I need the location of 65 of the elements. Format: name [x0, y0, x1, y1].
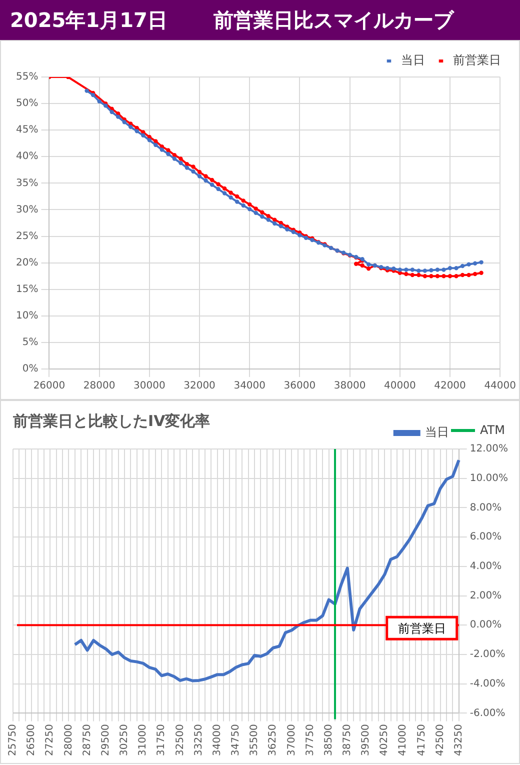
x-tick-label: 43250	[453, 724, 464, 756]
x-tick-label: 36250	[268, 724, 279, 756]
y-tick-label: 30%	[16, 204, 38, 216]
x-tick-label: 30000	[134, 380, 166, 392]
x-tick-label: 40000	[384, 380, 416, 392]
x-tick-label: 38750	[342, 724, 353, 756]
x-tick-label: 37000	[286, 724, 298, 756]
chart-title: 前営業日と比較したIV変化率	[12, 412, 210, 430]
chart-subtitle: 前営業日比スマイルカーブ	[213, 6, 454, 34]
text: ATM	[480, 423, 505, 437]
y-tick-label: 55%	[16, 72, 38, 83]
x-tick-label: 31000	[138, 724, 149, 756]
y-tick-label: 2.00%	[470, 590, 502, 602]
x-tick-label: 37750	[304, 724, 316, 756]
ref-line-label: 前営業日	[398, 621, 446, 636]
y-tick-label: 20%	[16, 257, 38, 268]
x-tick-label: 32000	[184, 380, 216, 392]
chart-title: 2025年1月17日	[10, 6, 168, 34]
y-tick-label: 5%	[22, 337, 38, 348]
x-tick-label: 28000	[83, 380, 116, 392]
x-tick-label: 40250	[379, 724, 390, 756]
legend-label: 当日	[424, 425, 449, 440]
x-tick-label: 26000	[33, 380, 66, 392]
x-tick-label: 28000	[63, 724, 74, 756]
y-tick-label: 0.00%	[470, 620, 502, 631]
x-tick-label: 25750	[8, 724, 19, 756]
y-tick-label: 15%	[16, 284, 38, 295]
legend-label: 当日	[401, 53, 425, 68]
x-tick-label: 38000	[334, 380, 366, 392]
x-tick-label: 42000	[434, 380, 466, 392]
x-tick-label: 30250	[119, 724, 130, 756]
y-tick-label: 35%	[16, 178, 38, 189]
x-tick-label: 32500	[174, 724, 186, 756]
y-tick-label: -6.00%	[470, 708, 506, 719]
y-tick-label: 10.00%	[470, 472, 508, 484]
x-tick-label: 33250	[193, 724, 204, 756]
x-tick-label: 36000	[284, 380, 316, 392]
x-tick-label: 42500	[434, 724, 446, 756]
x-tick-label: 35500	[249, 724, 260, 756]
y-tick-label: 12.00%	[470, 444, 508, 455]
y-tick-label: 6.00%	[470, 532, 502, 543]
y-tick-label: -4.00%	[470, 678, 506, 690]
x-tick-label: 38500	[323, 724, 334, 756]
y-tick-label: 25%	[16, 230, 38, 242]
legend-label: 前営業日	[453, 53, 501, 68]
y-tick-label: 10%	[16, 310, 38, 322]
x-tick-label: 26500	[26, 724, 38, 756]
x-tick-label: 29500	[100, 724, 112, 756]
y-tick-label: 8.00%	[470, 502, 502, 514]
y-tick-label: 50%	[16, 98, 38, 110]
x-tick-label: 34750	[230, 724, 242, 756]
x-tick-label: 44000	[484, 380, 516, 392]
x-tick-label: 41000	[398, 724, 409, 756]
x-tick-label: 41750	[416, 724, 428, 756]
x-tick-label: 31750	[156, 724, 168, 756]
x-tick-label: 34000	[212, 724, 223, 756]
y-tick-label: 4.00%	[470, 561, 502, 572]
x-tick-label: 28750	[82, 724, 93, 756]
x-tick-label: 39500	[360, 724, 372, 756]
x-tick-label: 27250	[44, 724, 56, 756]
y-tick-label: 40%	[16, 151, 38, 162]
y-tick-label: 0%	[22, 364, 38, 375]
y-tick-label: -2.00%	[470, 649, 506, 660]
y-tick-label: 45%	[16, 124, 38, 136]
x-tick-label: 34000	[234, 380, 266, 392]
